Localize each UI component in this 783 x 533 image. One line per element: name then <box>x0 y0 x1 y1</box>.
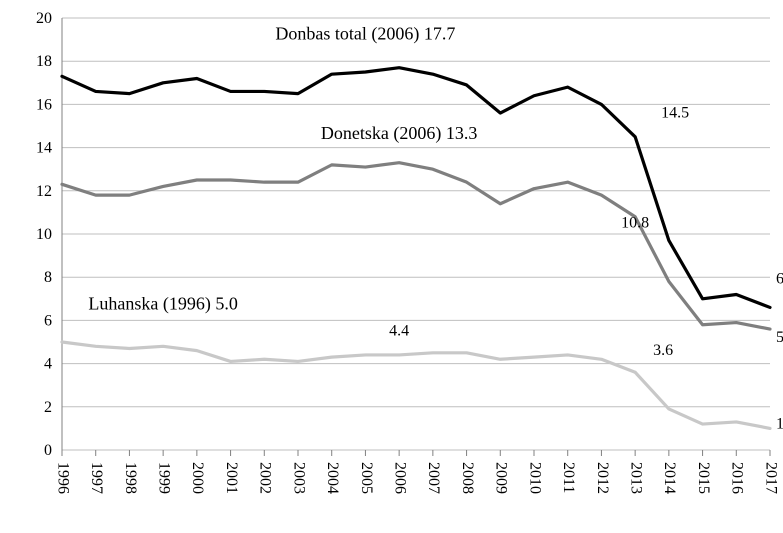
line-chart: 0 2 4 6 8 10 12 14 16 18 20 1996 1997 1998 1999 2000 200… <box>0 0 783 533</box>
x-tick-label: 2009 <box>493 462 510 494</box>
y-tick-label: 6 <box>44 312 52 329</box>
x-tick-label: 2007 <box>425 462 442 494</box>
y-tick-label: 2 <box>44 399 52 416</box>
y-tick-label: 20 <box>36 10 52 27</box>
x-tick-label: 1999 <box>155 462 172 494</box>
y-tick-label: 8 <box>44 269 52 286</box>
x-tick-label: 2017 <box>762 462 779 494</box>
x-tick-label: 2015 <box>695 462 712 494</box>
x-tick-label: 2001 <box>223 462 240 494</box>
y-tick-label: 14 <box>36 140 52 157</box>
x-tick-label: 1998 <box>122 462 139 494</box>
chart-annotation: Luhanska (1996) 5.0 <box>88 294 237 315</box>
x-tick-label: 1996 <box>54 462 71 494</box>
chart-annotation: Donetska (2006) 13.3 <box>321 123 477 144</box>
chart-annotation: 14.5 <box>661 104 689 121</box>
x-tick-label: 2016 <box>729 462 746 494</box>
x-tick-label: 2014 <box>661 462 678 494</box>
chart-annotation: 6.6 <box>776 271 783 288</box>
x-tick-label: 2004 <box>324 462 341 494</box>
x-tick-label: 2005 <box>358 462 375 494</box>
y-tick-label: 4 <box>44 356 52 373</box>
x-tick-label: 1997 <box>88 462 105 494</box>
x-tick-label: 2000 <box>189 462 206 494</box>
chart-svg: 0 2 4 6 8 10 12 14 16 18 20 1996 1997 1998 1999 2000 200… <box>0 0 783 533</box>
chart-annotation: Donbas total (2006) 17.7 <box>275 24 455 45</box>
chart-annotation: 1.0 <box>776 415 783 432</box>
x-tick-label: 2006 <box>391 462 408 494</box>
x-tick-label: 2013 <box>627 462 644 494</box>
y-tick-label: 0 <box>44 442 52 459</box>
x-tick-label: 2003 <box>290 462 307 494</box>
y-tick-label: 10 <box>36 226 52 243</box>
chart-annotation: 3.6 <box>653 342 673 359</box>
chart-annotation: 4.4 <box>389 323 409 340</box>
x-tick-label: 2011 <box>560 462 577 493</box>
x-tick-label: 2012 <box>594 462 611 494</box>
chart-annotation: 5.6 <box>776 329 783 346</box>
y-tick-label: 12 <box>36 183 52 200</box>
chart-annotation: 10.8 <box>621 215 649 232</box>
x-tick-label: 2002 <box>257 462 274 494</box>
x-tick-label: 2008 <box>459 462 476 494</box>
y-tick-label: 18 <box>36 53 52 70</box>
y-tick-label: 16 <box>36 96 52 113</box>
x-tick-label: 2010 <box>526 462 543 494</box>
